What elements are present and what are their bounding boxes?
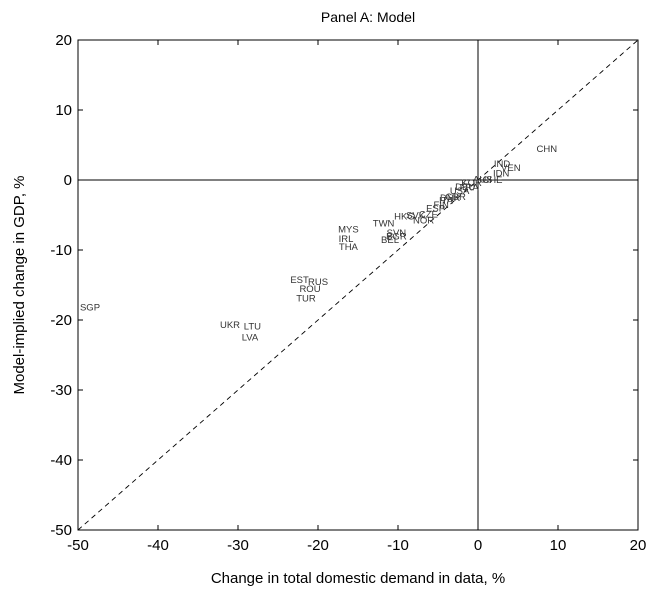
- chart-title: Panel A: Model: [321, 9, 415, 25]
- point-label-ltu: LTU: [244, 321, 261, 332]
- point-label-tha: THA: [339, 242, 359, 253]
- y-tick-label: 0: [64, 172, 72, 189]
- point-label-rou: ROU: [299, 284, 320, 295]
- y-tick-label: -10: [50, 242, 72, 259]
- x-tick-label: -50: [67, 537, 89, 554]
- x-tick-label: -30: [227, 537, 249, 554]
- x-tick-label: 10: [550, 537, 567, 554]
- y-tick-label: -50: [50, 522, 72, 539]
- point-label-lva: LVA: [242, 333, 259, 344]
- point-label-ita: ITA: [439, 195, 454, 206]
- y-axis-label: Model-implied change in GDP, %: [11, 175, 28, 394]
- point-label-rus: RUS: [308, 277, 328, 288]
- x-tick-label: -10: [387, 537, 409, 554]
- point-label-bel: BEL: [381, 235, 399, 246]
- point-label-tur: TUR: [296, 293, 316, 304]
- diagonal-reference-line: [77, 39, 639, 531]
- point-label-twn: TWN: [373, 218, 395, 229]
- point-label-aus: AUS: [473, 174, 493, 185]
- point-label-kor: KOR: [461, 178, 482, 189]
- plot-frame: [77, 39, 639, 531]
- y-tick-label: 20: [55, 32, 72, 49]
- y-tick-label: -40: [50, 452, 72, 469]
- point-label-est: EST: [290, 275, 309, 286]
- point-label-nor: NOR: [413, 216, 434, 227]
- point-label-chn: CHN: [537, 144, 558, 155]
- reference-lines: [77, 39, 639, 531]
- x-tick-label: -40: [147, 537, 169, 554]
- point-label-sgp: SGP: [80, 302, 100, 313]
- point-label-gbr: GBR: [445, 192, 466, 203]
- x-axis-label: Change in total domestic demand in data,…: [211, 570, 505, 587]
- point-label-svn: SVN: [387, 228, 407, 239]
- point-label-esp: ESP: [426, 204, 445, 215]
- point-label-che: CHE: [482, 175, 502, 186]
- point-label-fra: FRA: [460, 183, 480, 194]
- point-label-ven: VEN: [501, 163, 521, 174]
- point-label-usa: USA: [450, 186, 470, 197]
- point-label-hkg: HKG: [394, 211, 415, 222]
- x-tick-label: 0: [474, 537, 482, 554]
- x-tick-label: -20: [307, 537, 329, 554]
- point-label-ukr: UKR: [220, 320, 240, 331]
- y-tick-label: -30: [50, 382, 72, 399]
- point-label-idn: IDN: [493, 169, 510, 180]
- point-label-mys: MYS: [338, 225, 359, 236]
- point-label-ind: IND: [494, 159, 511, 170]
- x-tick-label: 20: [630, 537, 647, 554]
- axis-ticks: -50 -40 -30 -20 -10 0 10 20 -50 -40 -30 -20 -10 0 10 20: [50, 32, 646, 554]
- point-label-fin: FIN: [434, 200, 449, 211]
- y-tick-label: -20: [50, 312, 72, 329]
- point-label-dnk: DNK: [440, 193, 461, 204]
- point-label-svk: SVK: [406, 211, 426, 222]
- y-tick-label: 10: [55, 102, 72, 119]
- point-label-irl: IRL: [339, 234, 354, 245]
- point-label-deu: DEU: [455, 182, 475, 193]
- point-label-cze: CZE: [419, 209, 438, 220]
- point-label-bgr: BGR: [386, 232, 407, 243]
